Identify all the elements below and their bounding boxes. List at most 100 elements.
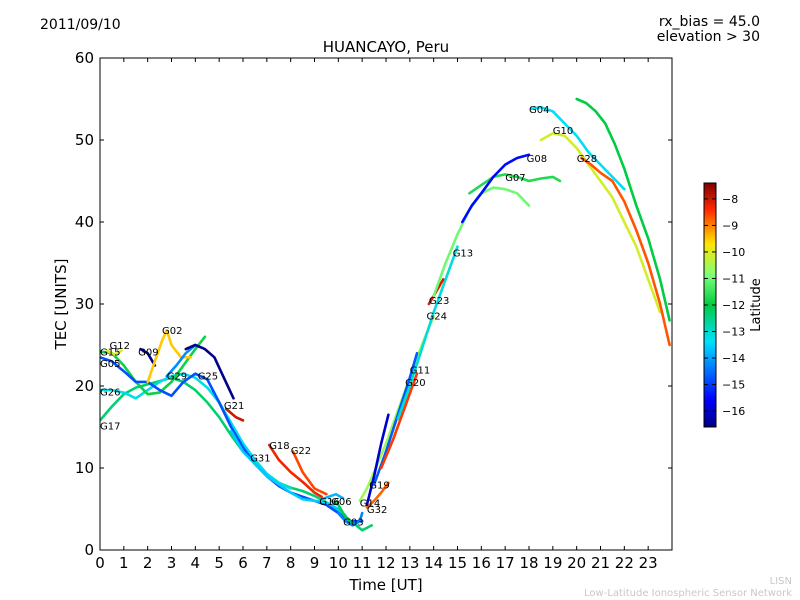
series-label-g05: G05 <box>100 359 120 370</box>
series-label-g08: G08 <box>527 154 547 165</box>
x-tick-label: 8 <box>286 554 296 572</box>
x-tick-label: 19 <box>543 554 562 572</box>
x-tick-label: 10 <box>329 554 348 572</box>
network-abbr: LISN <box>769 576 792 587</box>
series-line-g32 <box>365 481 390 509</box>
colorbar-tick-label: −14 <box>722 352 745 365</box>
y-axis-label: TEC [UNITS] <box>52 259 70 351</box>
colorbar-tick-label: −13 <box>722 326 745 339</box>
date-label: 2011/09/10 <box>40 17 121 33</box>
series-line-g04 <box>530 105 626 191</box>
elevation-label: elevation > 30 <box>656 29 760 45</box>
series-label-g28: G28 <box>577 154 597 165</box>
x-tick-label: 0 <box>95 554 105 572</box>
colorbar-tick-label: −15 <box>722 379 745 392</box>
series-label-g15: G15 <box>100 348 120 359</box>
series-label-g19: G19 <box>369 480 389 491</box>
series-line-g29 <box>165 343 197 378</box>
colorbar-tick-label: −11 <box>722 272 745 285</box>
series-label-g02: G02 <box>162 326 182 337</box>
y-tick-label: 20 <box>75 377 94 395</box>
series-label-g09: G09 <box>138 348 158 359</box>
series-label-g13: G13 <box>453 248 473 259</box>
series-label-g22: G22 <box>291 446 311 457</box>
series-label-g29: G29 <box>167 371 187 382</box>
series-line-g31 <box>229 429 347 517</box>
series-line-g08 <box>460 153 531 224</box>
series-label-g12: G12 <box>110 341 130 352</box>
series-line-g26 <box>100 372 293 490</box>
x-tick-label: 15 <box>448 554 467 572</box>
y-tick-label: 10 <box>75 459 94 477</box>
series-label-g26: G26 <box>100 388 120 399</box>
x-tick-label: 21 <box>591 554 610 572</box>
y-tick-label: 30 <box>75 295 94 313</box>
series-line-g22 <box>291 450 328 496</box>
chart-title: HUANCAYO, Peru <box>323 38 449 56</box>
x-tick-label: 1 <box>119 554 129 572</box>
series-label-g23: G23 <box>429 296 449 307</box>
series-line-g09 <box>139 347 157 367</box>
series-line-g20 <box>379 372 419 470</box>
series-line-g24 <box>396 245 459 421</box>
series-label-g14: G14 <box>360 498 380 509</box>
colorbar-label: Latitude <box>749 278 764 332</box>
colorbar-tick-label: −9 <box>722 219 738 232</box>
series-label-g25: G25 <box>198 371 218 382</box>
x-tick-label: 4 <box>191 554 201 572</box>
series-label-g32: G32 <box>367 505 387 516</box>
series-line-g13 <box>432 186 531 298</box>
network-name: Low-Latitude Ionospheric Sensor Network <box>584 588 792 599</box>
series-line-g14 <box>358 314 436 503</box>
y-tick-label: 0 <box>84 541 94 559</box>
series-line-unlabeled <box>575 97 671 322</box>
series-line-g03 <box>336 511 364 527</box>
series-line-g11 <box>372 351 419 486</box>
y-tick-label: 60 <box>75 49 94 67</box>
series-label-g03: G03 <box>343 517 363 528</box>
series-label-g06: G06 <box>331 497 351 508</box>
x-tick-label: 11 <box>353 554 372 572</box>
x-tick-label: 22 <box>615 554 634 572</box>
series-label-g16: G16 <box>319 497 339 508</box>
series-label-g20: G20 <box>405 378 425 389</box>
series-label-g24: G24 <box>427 312 447 323</box>
colorbar-tick-label: −16 <box>722 405 745 418</box>
x-tick-label: 9 <box>310 554 320 572</box>
series-label-g11: G11 <box>410 366 430 377</box>
series-label-g21: G21 <box>224 401 244 412</box>
rx-bias-label: rx_bias = 45.0 <box>658 14 760 30</box>
colorbar-tick-label: −12 <box>722 299 745 312</box>
x-tick-label: 6 <box>238 554 248 572</box>
series-label-g31: G31 <box>250 453 270 464</box>
series-line-g06 <box>329 499 354 526</box>
x-tick-label: 3 <box>167 554 177 572</box>
y-tick-label: 40 <box>75 213 94 231</box>
x-tick-label: 14 <box>424 554 443 572</box>
x-tick-label: 7 <box>262 554 272 572</box>
x-tick-label: 5 <box>214 554 224 572</box>
x-tick-label: 18 <box>519 554 538 572</box>
series-label-g17: G17 <box>100 421 120 432</box>
x-tick-label: 20 <box>567 554 586 572</box>
colorbar-tick-label: −8 <box>722 193 738 206</box>
x-tick-label: 17 <box>496 554 515 572</box>
series-label-g10: G10 <box>553 126 573 137</box>
series-line-g28 <box>580 156 671 347</box>
colorbar-tick-label: −10 <box>722 246 745 259</box>
x-tick-label: 2 <box>143 554 153 572</box>
x-tick-label: 23 <box>639 554 658 572</box>
x-tick-label: 13 <box>400 554 419 572</box>
series-line-g12 <box>105 349 123 357</box>
series-label-g07: G07 <box>505 173 525 184</box>
series-line-g25 <box>184 343 235 400</box>
plot-frame <box>99 57 673 551</box>
x-tick-label: 12 <box>376 554 395 572</box>
series-line-g10 <box>539 132 662 314</box>
y-tick-label: 50 <box>75 131 94 149</box>
series-line-g19 <box>365 413 390 507</box>
series-line-g16 <box>320 492 345 501</box>
x-axis-label: Time [UT] <box>348 576 422 594</box>
series-label-g04: G04 <box>529 105 549 116</box>
series-line-g21 <box>225 407 245 422</box>
